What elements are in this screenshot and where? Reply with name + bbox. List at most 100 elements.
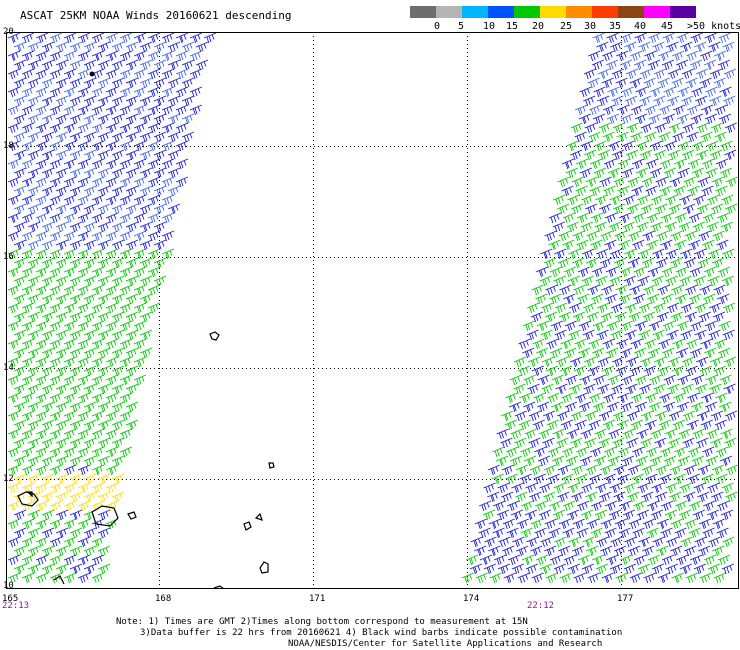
wind-barb: [697, 464, 711, 476]
wind-barb: [603, 392, 616, 404]
wind-barb: [119, 86, 133, 98]
wind-map-canvas[interactable]: [6, 32, 739, 589]
wind-barb: [633, 266, 647, 278]
wind-barb: [652, 329, 665, 341]
wind-barb: [139, 221, 153, 233]
wind-barb: [565, 167, 578, 179]
scale-label-25: 25: [560, 21, 573, 32]
wind-barb: [646, 500, 660, 512]
wind-barb: [719, 86, 732, 98]
wind-barb: [161, 104, 175, 116]
wind-barb: [83, 203, 97, 215]
wind-barb: [91, 122, 105, 134]
wind-barb: [722, 302, 736, 314]
wind-barb: [49, 230, 63, 242]
wind-barb: [77, 104, 91, 116]
wind-barb: [49, 392, 63, 404]
wind-barb: [27, 509, 41, 521]
wind-barb: [595, 563, 609, 575]
wind-barb: [605, 59, 619, 71]
wind-barb: [97, 545, 111, 557]
wind-barb: [83, 509, 97, 521]
wind-barb: [681, 95, 694, 107]
wind-barb: [77, 140, 91, 152]
wind-barb: [91, 572, 105, 584]
wind-barb: [195, 41, 209, 53]
wind-barb: [91, 50, 105, 62]
wind-barb: [49, 500, 63, 512]
wind-barb: [21, 500, 35, 512]
wind-barb: [13, 329, 27, 341]
wind-barb: [689, 59, 703, 71]
wind-barb: [147, 302, 161, 314]
wind-barb: [119, 158, 133, 170]
wind-barb: [91, 284, 105, 296]
wind-barb: [153, 95, 167, 107]
wind-barb: [510, 428, 523, 440]
wind-barb: [622, 140, 635, 152]
wind-barb: [491, 473, 504, 485]
wind-barb: [139, 149, 153, 161]
wind-barb: [77, 302, 91, 314]
wind-barb: [586, 545, 599, 557]
wind-barb: [682, 410, 696, 422]
wind-barb: [701, 158, 715, 170]
wind-barb: [632, 500, 646, 512]
wind-barb: [529, 491, 542, 503]
wind-barb: [553, 563, 567, 575]
wind-barb: [77, 230, 91, 242]
wind-barb: [189, 68, 203, 80]
wind-barb: [584, 149, 597, 161]
wind-barb: [539, 563, 553, 575]
wind-barb: [722, 536, 735, 548]
wind-barb: [543, 491, 556, 503]
wind-barb: [638, 329, 651, 341]
wind-barb: [709, 383, 722, 395]
wind-barb: [602, 104, 616, 116]
wind-barb: [587, 77, 600, 89]
wind-barb: [49, 248, 63, 260]
wind-barb: [125, 347, 139, 359]
wind-barb: [13, 311, 27, 323]
wind-barb: [717, 554, 731, 566]
wind-barb: [644, 338, 657, 350]
wind-barb: [723, 95, 736, 107]
wind-barb: [665, 482, 678, 494]
wind-barb: [77, 500, 91, 512]
wind-barb: [554, 536, 567, 548]
wind-barb: [105, 410, 119, 422]
wind-barb: [612, 203, 626, 215]
wind-barb: [720, 509, 734, 521]
wind-barb: [674, 446, 687, 458]
wind-barb: [658, 104, 672, 116]
wind-barb: [633, 293, 646, 305]
wind-barb: [604, 212, 618, 224]
wind-barb: [664, 140, 677, 152]
wind-barb: [703, 266, 717, 278]
wind-barb: [615, 284, 628, 296]
wind-barb: [605, 293, 618, 305]
wind-barb: [619, 554, 633, 566]
wind-barb: [7, 554, 21, 566]
wind-barb: [713, 572, 726, 584]
wind-barb: [27, 401, 41, 413]
wind-barb: [139, 239, 153, 251]
wind-barb: [522, 347, 535, 359]
wind-barb: [692, 221, 705, 233]
wind-barb: [49, 32, 63, 44]
wind-barb: [517, 365, 531, 377]
wind-barb: [506, 500, 520, 512]
wind-barb: [7, 140, 21, 152]
wind-barb: [693, 482, 706, 494]
wind-barb: [41, 563, 55, 575]
wind-barb: [681, 68, 694, 80]
wind-barb: [111, 131, 125, 143]
wind-barb: [27, 365, 41, 377]
wind-barb: [97, 401, 111, 413]
wind-barb: [701, 473, 714, 485]
wind-barb: [111, 41, 125, 53]
wind-barb: [557, 176, 570, 188]
wind-barb: [725, 176, 738, 188]
wind-barb: [637, 563, 651, 575]
wind-barb: [504, 419, 517, 431]
